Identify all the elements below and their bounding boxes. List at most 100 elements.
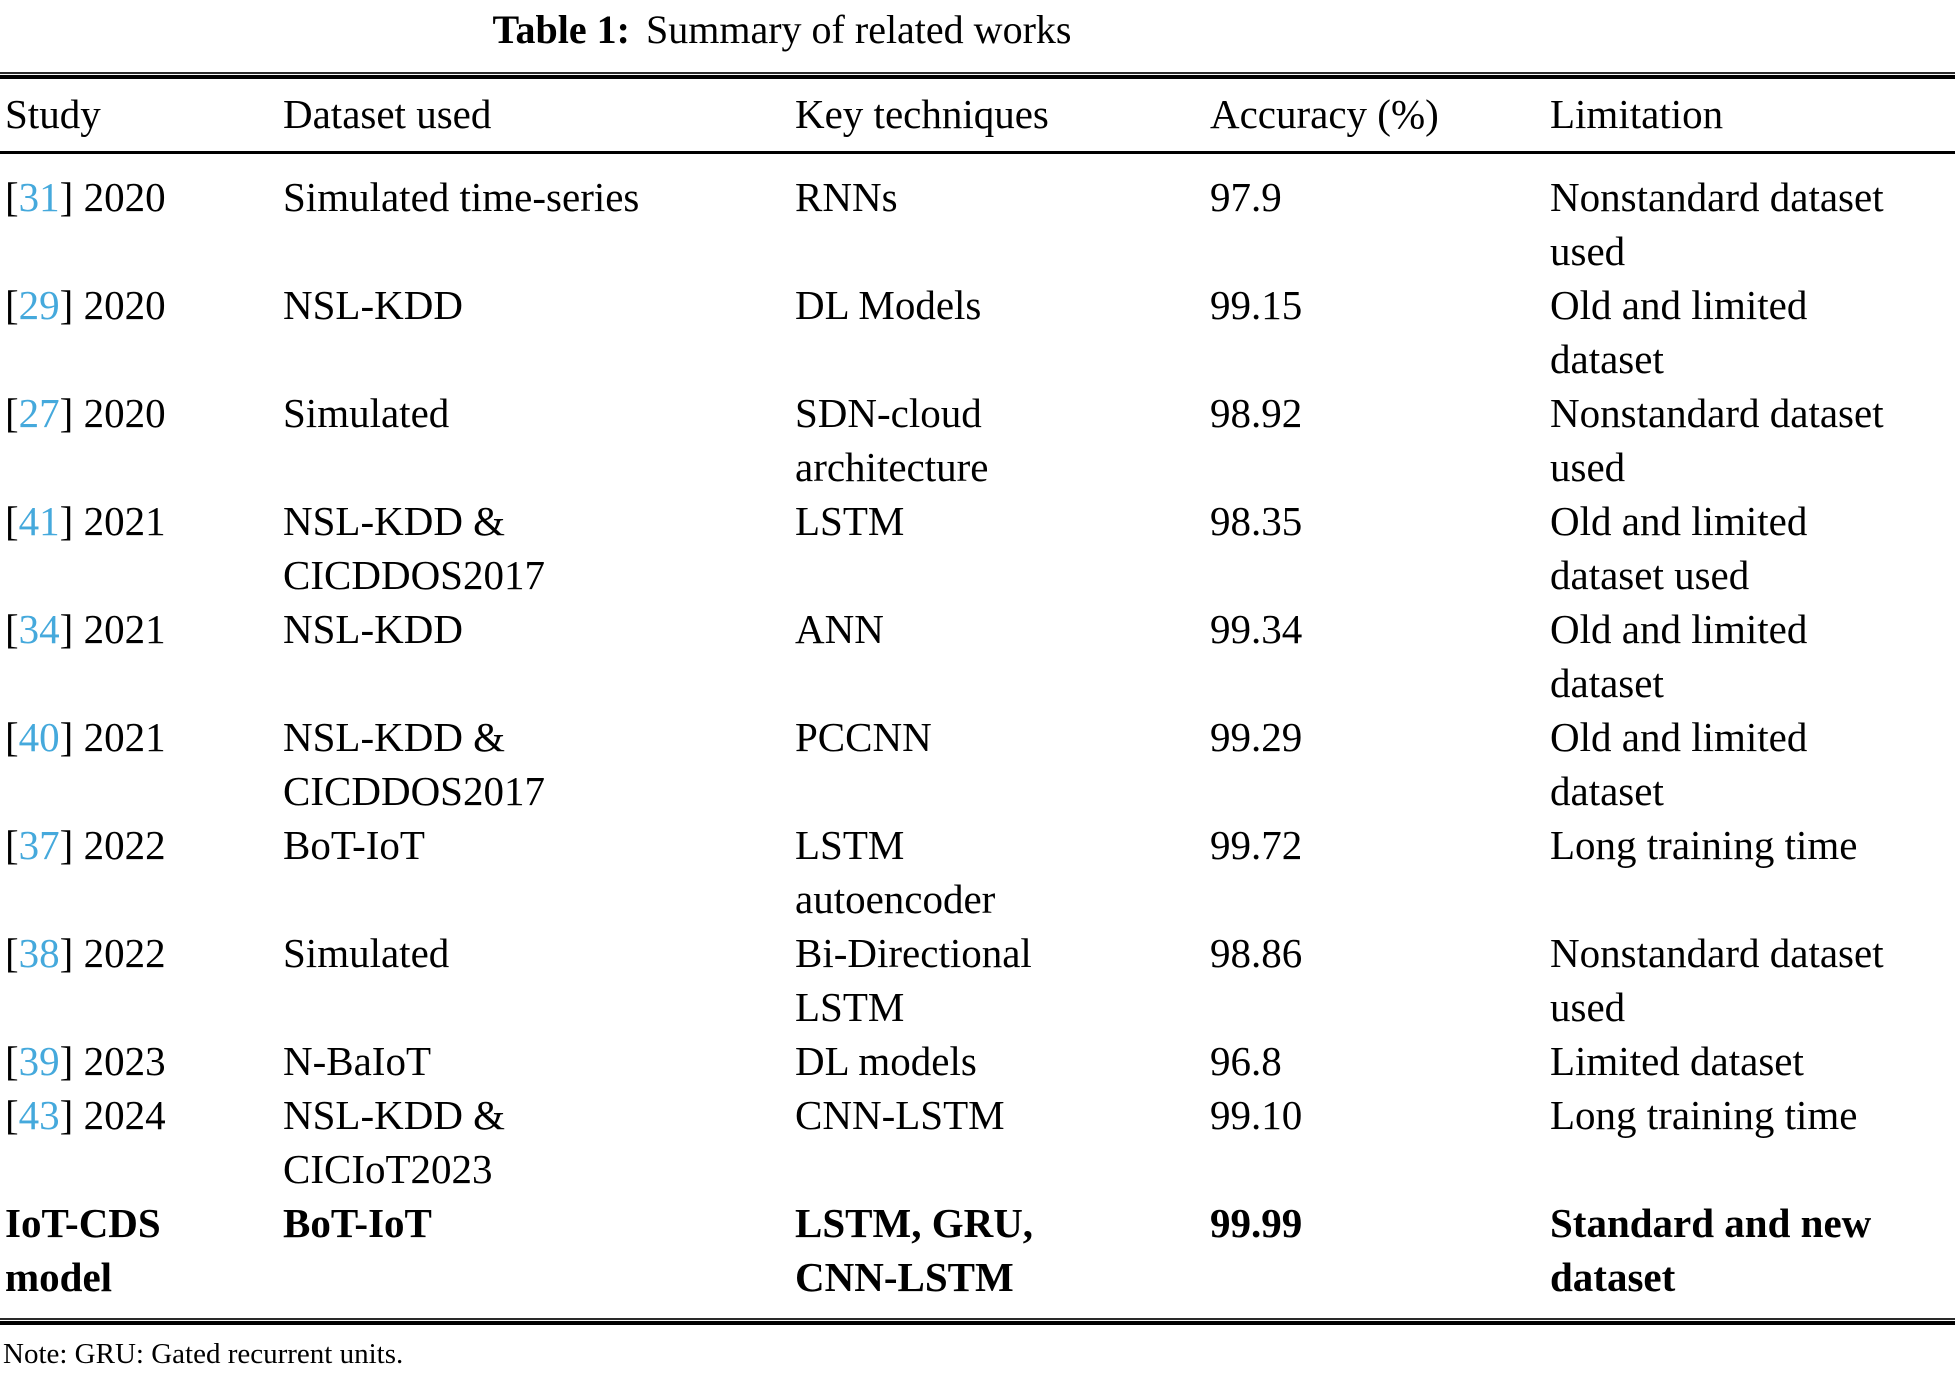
table-caption-text: Summary of related works xyxy=(646,7,1072,52)
cell-study: [34] 2021 xyxy=(0,602,283,710)
citation-bracket-open: [ xyxy=(5,390,19,436)
table-row: IoT-CDS model BoT-IoT LSTM, GRU, CNN-LSTM 9… xyxy=(0,1196,1955,1318)
cell-techniques: LSTM xyxy=(795,498,905,544)
citation-link[interactable]: 29 xyxy=(18,282,60,328)
cell-study: [41] 2021 xyxy=(0,494,283,602)
column-header: Key techniques xyxy=(795,79,1210,154)
citation-bracket-close: ] xyxy=(59,390,84,436)
cell-dataset: Simulated xyxy=(283,930,450,976)
citation-bracket-open: [ xyxy=(5,606,19,652)
table-row: [31] 2020 Simulated time-series RNNs 97.9 No… xyxy=(0,153,1955,279)
citation-bracket-close: ] xyxy=(59,714,84,760)
cell-dataset: NSL-KDD xyxy=(283,606,463,652)
cell-techniques: ANN xyxy=(795,606,884,652)
citation-link[interactable]: 37 xyxy=(18,822,60,868)
study-year: 2021 xyxy=(83,606,166,652)
table-note: Note: GRU: Gated recurrent units. xyxy=(3,1338,404,1370)
table-row: [34] 2021 NSL-KDD ANN 99.34 Old and limited … xyxy=(0,602,1955,710)
cell-study: [27] 2020 xyxy=(0,386,283,494)
cell-limitation: Standard and new dataset xyxy=(1550,1200,1872,1300)
bottom-rule xyxy=(0,1318,1955,1325)
column-header: Study xyxy=(0,79,283,154)
citation-bracket-open: [ xyxy=(5,282,19,328)
citation-bracket-close: ] xyxy=(59,174,84,220)
citation-bracket-close: ] xyxy=(59,822,84,868)
header-row: Study Dataset used Key techniques Accuracy … xyxy=(0,79,1955,154)
cell-accuracy: 99.29 xyxy=(1210,714,1303,760)
table-row: [29] 2020 NSL-KDD DL Models 99.15 Old and li… xyxy=(0,278,1955,386)
citation-bracket-close: ] xyxy=(59,606,84,652)
cell-techniques: LSTM, GRU, CNN-LSTM xyxy=(795,1200,1034,1300)
cell-techniques: LSTM autoencoder xyxy=(795,822,996,922)
citation-link[interactable]: 39 xyxy=(18,1038,60,1084)
table-row: [27] 2020 Simulated SDN-cloud architecture… xyxy=(0,386,1955,494)
cell-limitation: Nonstandard dataset used xyxy=(1550,930,1884,1030)
cell-dataset: Simulated xyxy=(283,390,450,436)
table-row: [43] 2024 NSL-KDD & CICIoT2023 CNN-LSTM 99.… xyxy=(0,1088,1955,1196)
cell-accuracy: 96.8 xyxy=(1210,1038,1282,1084)
study-year: 2023 xyxy=(83,1038,166,1084)
cell-limitation: Old and limited dataset xyxy=(1550,606,1808,706)
cell-accuracy: 99.10 xyxy=(1210,1092,1303,1138)
cell-accuracy: 98.92 xyxy=(1210,390,1303,436)
table-body: [31] 2020 Simulated time-series RNNs 97.9 No… xyxy=(0,153,1955,1319)
column-header: Dataset used xyxy=(283,79,795,154)
cell-limitation: Nonstandard dataset used xyxy=(1550,174,1884,274)
citation-link[interactable]: 40 xyxy=(18,714,60,760)
citation-bracket-open: [ xyxy=(5,1092,19,1138)
column-header: Accuracy (%) xyxy=(1210,79,1550,154)
cell-techniques: Bi-Directional LSTM xyxy=(795,930,1032,1030)
study-name: IoT-CDS model xyxy=(5,1200,161,1300)
cell-dataset: BoT-IoT xyxy=(283,1200,432,1246)
cell-dataset: Simulated time-series xyxy=(283,174,640,220)
table-row: [39] 2023 N-BaIoT DL models 96.8 Limited dat… xyxy=(0,1034,1955,1088)
cell-techniques: DL Models xyxy=(795,282,982,328)
related-works-table: Study Dataset used Key techniques Accuracy … xyxy=(0,79,1955,1318)
study-year: 2021 xyxy=(83,714,166,760)
cell-limitation: Limited dataset xyxy=(1550,1038,1804,1084)
citation-link[interactable]: 27 xyxy=(18,390,60,436)
citation-link[interactable]: 38 xyxy=(18,930,60,976)
citation-bracket-close: ] xyxy=(59,1038,84,1084)
citation-bracket-close: ] xyxy=(59,930,84,976)
table-caption-label: Table 1: xyxy=(492,7,630,52)
citation-link[interactable]: 41 xyxy=(18,498,60,544)
study-year: 2022 xyxy=(83,930,166,976)
cell-study: [38] 2022 xyxy=(0,926,283,1034)
study-year: 2024 xyxy=(83,1092,166,1138)
citation-link[interactable]: 31 xyxy=(18,174,60,220)
cell-dataset: NSL-KDD & CICIoT2023 xyxy=(283,1092,506,1192)
cell-techniques: PCCNN xyxy=(795,714,932,760)
cell-accuracy: 98.86 xyxy=(1210,930,1303,976)
cell-study: [39] 2023 xyxy=(0,1034,283,1088)
cell-limitation: Old and limited dataset xyxy=(1550,282,1808,382)
cell-dataset: NSL-KDD & CICDDOS2017 xyxy=(283,498,545,598)
cell-dataset: NSL-KDD xyxy=(283,282,463,328)
cell-techniques: CNN-LSTM xyxy=(795,1092,1005,1138)
cell-techniques: SDN-cloud architecture xyxy=(795,390,989,490)
cell-limitation: Old and limited dataset used xyxy=(1550,498,1808,598)
cell-limitation: Long training time xyxy=(1550,1092,1858,1138)
cell-accuracy: 99.72 xyxy=(1210,822,1303,868)
citation-bracket-close: ] xyxy=(59,498,84,544)
table-row: [40] 2021 NSL-KDD & CICDDOS2017 PCCNN 99.29… xyxy=(0,710,1955,818)
citation-link[interactable]: 43 xyxy=(18,1092,60,1138)
citation-bracket-open: [ xyxy=(5,1038,19,1084)
study-year: 2020 xyxy=(83,282,166,328)
cell-limitation: Long training time xyxy=(1550,822,1858,868)
cell-accuracy: 99.15 xyxy=(1210,282,1303,328)
cell-dataset: N-BaIoT xyxy=(283,1038,432,1084)
citation-bracket-open: [ xyxy=(5,498,19,544)
cell-study: [37] 2022 xyxy=(0,818,283,926)
cell-accuracy: 98.35 xyxy=(1210,498,1303,544)
cell-study: [40] 2021 xyxy=(0,710,283,818)
citation-link[interactable]: 34 xyxy=(18,606,60,652)
study-year: 2021 xyxy=(83,498,166,544)
cell-accuracy: 97.9 xyxy=(1210,174,1282,220)
cell-dataset: NSL-KDD & CICDDOS2017 xyxy=(283,714,545,814)
cell-dataset: BoT-IoT xyxy=(283,822,425,868)
citation-bracket-open: [ xyxy=(5,822,19,868)
citation-bracket-open: [ xyxy=(5,714,19,760)
citation-bracket-close: ] xyxy=(59,1092,84,1138)
cell-techniques: RNNs xyxy=(795,174,898,220)
